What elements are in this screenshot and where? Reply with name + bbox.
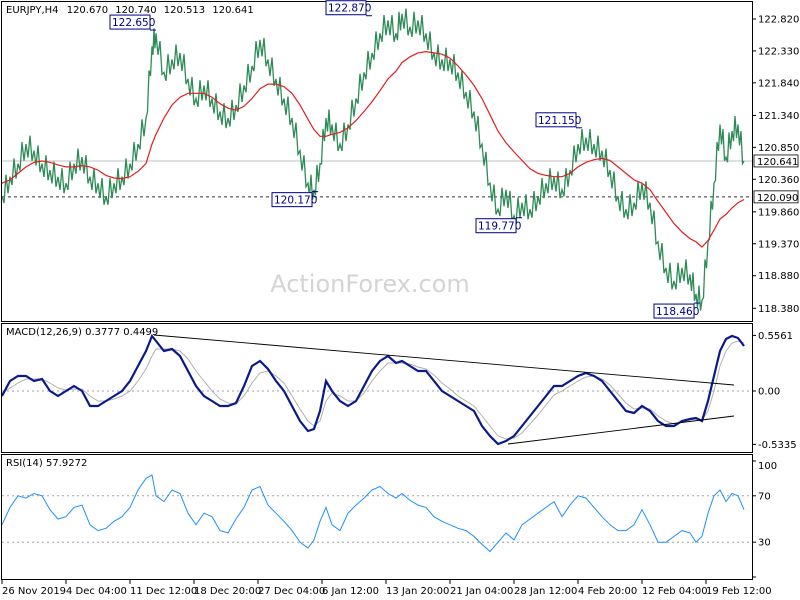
ohlc-low: 120.513 bbox=[164, 5, 205, 16]
price-tick-label: 119.860 bbox=[758, 207, 799, 218]
annotation-box bbox=[271, 192, 313, 208]
time-tick-label: 11 Dec 12:00 bbox=[130, 586, 197, 597]
ohlc-open: 120.670 bbox=[67, 5, 108, 16]
watermark: ActionForex.com bbox=[270, 270, 470, 298]
rsi-line bbox=[2, 474, 745, 553]
rsi-tick-label: 70 bbox=[758, 491, 771, 502]
annotation-label: 120.170 bbox=[274, 195, 317, 207]
annotation-box bbox=[475, 218, 517, 234]
price-tick-label: 119.370 bbox=[758, 239, 799, 250]
price-tick-label: 121.340 bbox=[758, 111, 799, 122]
annotation-box bbox=[325, 0, 367, 16]
time-tick-label: 4 Dec 04:00 bbox=[66, 586, 127, 597]
time-tick-label: 12 Feb 04:00 bbox=[642, 586, 708, 597]
rsi-tick-label: 100 bbox=[758, 461, 777, 472]
price-tick-label: 120.850 bbox=[758, 143, 799, 154]
rsi-pane bbox=[1, 454, 753, 580]
annotation-label: 118.460 bbox=[656, 306, 699, 318]
current-price-badge-box bbox=[753, 154, 799, 168]
rsi-axis: 100 70 30 bbox=[752, 460, 777, 578]
symbol-timeframe: EURJPY,H4 bbox=[6, 5, 59, 16]
time-tick-label: 13 Jan 20:00 bbox=[386, 586, 449, 597]
moving-average-line bbox=[2, 50, 745, 248]
macd-main-line bbox=[2, 333, 745, 446]
price-tick-label: 121.840 bbox=[758, 78, 799, 89]
macd-pane bbox=[1, 323, 753, 453]
macd-tick-label: 0.5561 bbox=[758, 331, 793, 342]
rsi-tick-label: 30 bbox=[758, 538, 771, 549]
price-tick-label: 120.360 bbox=[758, 175, 799, 186]
time-tick-label: 6 Jan 12:00 bbox=[322, 586, 379, 597]
price-tick-label: 118.880 bbox=[758, 271, 799, 282]
macd-axis: 0.5561 0.00 -0.5335 bbox=[752, 331, 797, 451]
price-static-lines bbox=[2, 160, 752, 198]
macd-signal-line bbox=[2, 340, 745, 440]
time-tick-label: 19 Feb 12:00 bbox=[706, 586, 772, 597]
price-series bbox=[2, 8, 745, 311]
macd-series bbox=[2, 333, 745, 446]
macd-trendline bbox=[507, 415, 735, 445]
macd-tick-label: 0.00 bbox=[758, 387, 780, 398]
macd-title: MACD(12,26,9) 0.3777 0.4499 bbox=[6, 327, 158, 338]
annotation-label: 122.870 bbox=[328, 3, 371, 15]
annotation-box bbox=[535, 112, 577, 128]
support-price-badge-box bbox=[753, 190, 799, 204]
price-tick-label: 122.330 bbox=[758, 46, 799, 57]
time-tick-label: 18 Dec 20:00 bbox=[194, 586, 261, 597]
price-line bbox=[2, 8, 745, 311]
annotation-box bbox=[109, 14, 151, 30]
rsi-series bbox=[2, 474, 745, 553]
rsi-title: RSI(14) 57.9272 bbox=[6, 458, 87, 469]
ohlc-close: 120.641 bbox=[212, 5, 253, 16]
time-tick-label: 26 Nov 2019 bbox=[2, 586, 66, 597]
macd-trendline bbox=[153, 334, 735, 386]
time-tick-label: 27 Dec 04:00 bbox=[258, 586, 325, 597]
macd-tick-label: -0.5335 bbox=[758, 440, 797, 451]
annotation-label: 122.650 bbox=[112, 17, 155, 29]
ohlc-high: 120.740 bbox=[115, 5, 156, 16]
current-price-badge: 120.641 bbox=[757, 157, 798, 168]
annotation-label: 121.150 bbox=[538, 115, 581, 127]
price-tick-label: 118.380 bbox=[758, 304, 799, 315]
annotation-label: 119.770 bbox=[478, 221, 521, 233]
time-tick-label: 21 Jan 04:00 bbox=[450, 586, 513, 597]
price-axis: 122.820 122.330 121.840 121.340 120.850 120.3… bbox=[752, 14, 799, 315]
time-tick-label: 28 Jan 12:00 bbox=[514, 586, 577, 597]
price-tick-label: 122.820 bbox=[758, 14, 799, 25]
support-price-badge: 120.090 bbox=[757, 193, 798, 204]
price-annotations: 122.650 122.870 120.170 119.770 121.150 118.4… bbox=[109, 0, 700, 319]
time-tick-label: 4 Feb 20:00 bbox=[578, 586, 637, 597]
annotation-box bbox=[653, 303, 695, 319]
rsi-static-lines bbox=[2, 495, 752, 543]
price-title: EURJPY,H4 120.670 120.740 120.513 120.64… bbox=[6, 5, 254, 16]
